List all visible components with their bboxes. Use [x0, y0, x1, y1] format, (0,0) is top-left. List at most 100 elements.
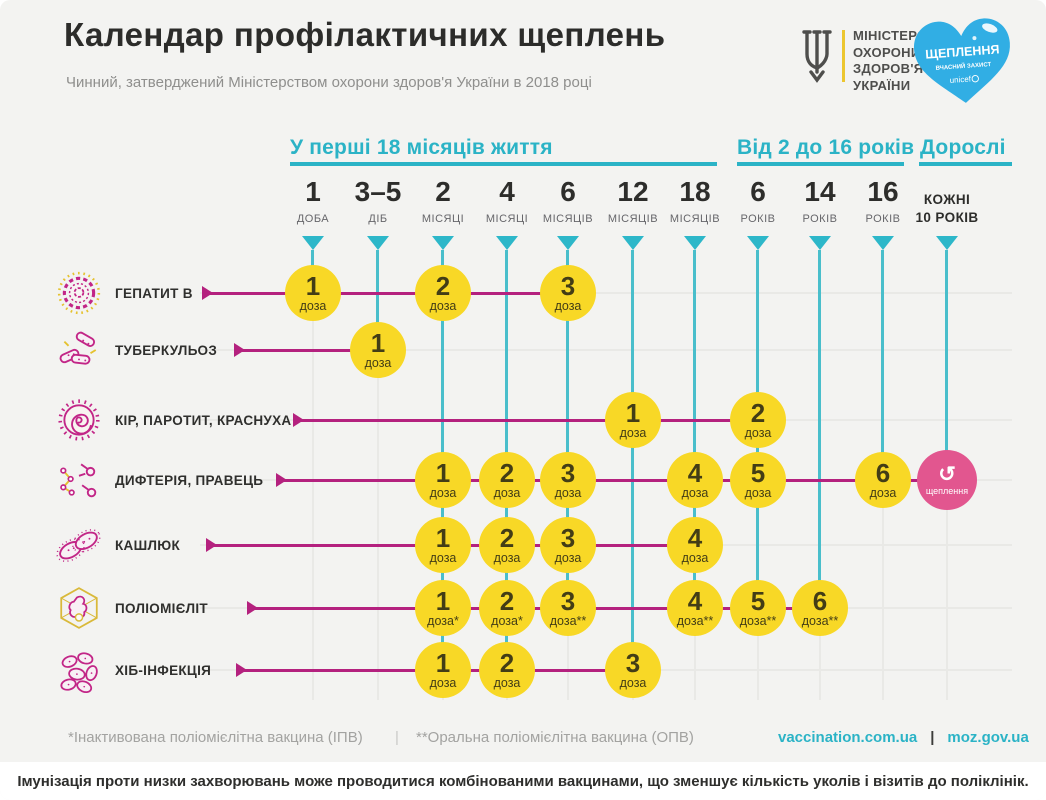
moh-line: ОХОРОНИ	[853, 44, 921, 60]
column-marker-icon	[936, 236, 958, 250]
column-header-6-months: 6 МІСЯЦІВ	[542, 176, 594, 226]
column-header-16-years: 16 РОКІВ	[865, 176, 901, 226]
dose-circle: 1 доза	[605, 392, 661, 448]
section-underline	[737, 162, 904, 166]
heart-logo-title: ЩЕПЛЕННЯ	[925, 42, 1000, 61]
column-header-12-months: 12 МІСЯЦІВ	[607, 176, 659, 226]
row-label-hepatitis-b: ГЕПАТИТ В	[115, 286, 193, 301]
tuberculosis-bacteria-icon	[59, 331, 97, 365]
heart-icon: ЩЕПЛЕННЯ ВЧАСНИЙ ЗАХИСТ unicef	[914, 18, 1010, 103]
row-label-diphtheria-tetanus: ДИФТЕРІЯ, ПРАВЕЦЬ	[115, 473, 264, 488]
row-label-measles-mumps-rubella: КІР, ПАРОТИТ, КРАСНУХА	[115, 413, 292, 428]
footer-links: vaccination.com.ua | moz.gov.ua	[778, 729, 1029, 746]
unicef-logo: unicef	[949, 74, 972, 85]
row-arrow-icon	[236, 663, 247, 677]
dose-circle: 6 доза	[855, 452, 911, 508]
dose-circle: 4 доза**	[667, 580, 723, 636]
column-header-14-years: 14 РОКІВ	[802, 176, 838, 226]
dose-circle: 1 доза	[415, 642, 471, 698]
column-header-3-5-days: 3–5 ДІБ	[354, 176, 402, 226]
dose-circle: 3 доза	[540, 452, 596, 508]
dose-circle: 4 доза	[667, 517, 723, 573]
row-arrow-icon	[293, 413, 304, 427]
dose-circle: 2 доза	[415, 265, 471, 321]
timeline-column-line	[376, 250, 379, 350]
section-first-18-months: У перші 18 місяців життя	[290, 136, 553, 159]
dose-circle: 2 доза	[479, 452, 535, 508]
section-underline	[290, 162, 717, 166]
moh-logo	[797, 26, 837, 84]
dose-circle: 1 доза	[415, 452, 471, 508]
dose-circle: 3 доза	[605, 642, 661, 698]
row-label-polio: ПОЛІОМІЄЛІТ	[115, 601, 208, 616]
row-label-tuberculosis: ТУБЕРКУЛЬОЗ	[115, 343, 218, 358]
gridline	[200, 349, 1012, 351]
measles-virus-icon	[58, 399, 100, 441]
section-2-to-16-years: Від 2 до 16 років	[737, 136, 915, 159]
dose-circle: 1 доза	[285, 265, 341, 321]
dose-circle: 3 доза	[540, 517, 596, 573]
dose-circle: 1 доза	[415, 517, 471, 573]
bottom-note: Імунізація проти низки захворювань може …	[17, 772, 1029, 790]
gridline	[200, 292, 1012, 294]
row-arrow-icon	[247, 601, 258, 615]
column-header-18-months: 18 МІСЯЦІВ	[669, 176, 721, 226]
hib-bacteria-icon	[60, 652, 98, 694]
dose-circle: 4 доза	[667, 452, 723, 508]
footnote-separator: |	[395, 729, 399, 746]
column-marker-icon	[557, 236, 579, 250]
column-header-4-months: 4 МІСЯЦІ	[485, 176, 529, 226]
timeline-column-line	[818, 250, 821, 608]
column-marker-icon	[684, 236, 706, 250]
page-subtitle: Чинний, затверджений Міністерством охоро…	[66, 74, 592, 91]
timeline-column-line	[631, 250, 634, 670]
column-marker-icon	[872, 236, 894, 250]
dose-circle: 6 доза**	[792, 580, 848, 636]
timeline-column-line	[566, 250, 569, 608]
footnote-opv: **Оральна поліомієлітна вакцина (ОПВ)	[416, 729, 694, 746]
link-vaccination-site[interactable]: vaccination.com.ua	[778, 729, 918, 746]
column-header-1-day: 1 ДОБА	[296, 176, 330, 226]
moh-line: УКРАЇНИ	[853, 77, 911, 93]
row-line	[255, 607, 820, 610]
footnote-ipv: *Інактивована поліомієлітна вакцина (ІПВ…	[68, 729, 363, 746]
column-marker-icon	[496, 236, 518, 250]
hepatitis-virus-icon	[57, 271, 101, 315]
row-line	[284, 479, 947, 482]
dose-circle: 1 доза	[350, 322, 406, 378]
timeline-column-line	[945, 250, 948, 480]
row-line	[242, 349, 378, 352]
section-adults: Дорослі	[920, 136, 1006, 159]
booster-circle: щеплення	[917, 450, 977, 510]
link-moz-site[interactable]: moz.gov.ua	[947, 729, 1029, 746]
column-header-2-months: 2 МІСЯЦІ	[421, 176, 465, 226]
dose-circle: 2 доза	[479, 517, 535, 573]
gridline	[377, 251, 379, 700]
row-label-hib-infection: ХІБ-ІНФЕКЦІЯ	[115, 663, 212, 678]
section-underline	[919, 162, 1012, 166]
links-separator: |	[930, 729, 935, 746]
column-header-every-10-years: КОЖНІ 10 РОКІВ	[915, 192, 979, 225]
column-marker-icon	[809, 236, 831, 250]
dose-circle: 3 доза	[540, 265, 596, 321]
column-marker-icon	[622, 236, 644, 250]
heart-logo-subtitle: ВЧАСНИЙ ЗАХИСТ	[935, 60, 991, 72]
dose-circle: 5 доза**	[730, 580, 786, 636]
dose-circle: 2 доза	[730, 392, 786, 448]
dose-circle: 5 доза	[730, 452, 786, 508]
row-line	[301, 419, 758, 422]
dose-circle: 2 доза	[479, 642, 535, 698]
refresh-icon	[938, 464, 956, 485]
column-marker-icon	[432, 236, 454, 250]
unicef-emblem-icon	[971, 75, 979, 83]
row-arrow-icon	[234, 343, 245, 357]
dose-circle: 3 доза**	[540, 580, 596, 636]
row-arrow-icon	[202, 286, 213, 300]
bottom-bar: Імунізація проти низки захворювань може …	[0, 762, 1046, 800]
row-arrow-icon	[206, 538, 217, 552]
trident-icon	[802, 30, 832, 83]
row-line	[210, 292, 568, 295]
pertussis-bacteria-icon	[56, 529, 101, 562]
column-header-6-years: 6 РОКІВ	[740, 176, 776, 226]
